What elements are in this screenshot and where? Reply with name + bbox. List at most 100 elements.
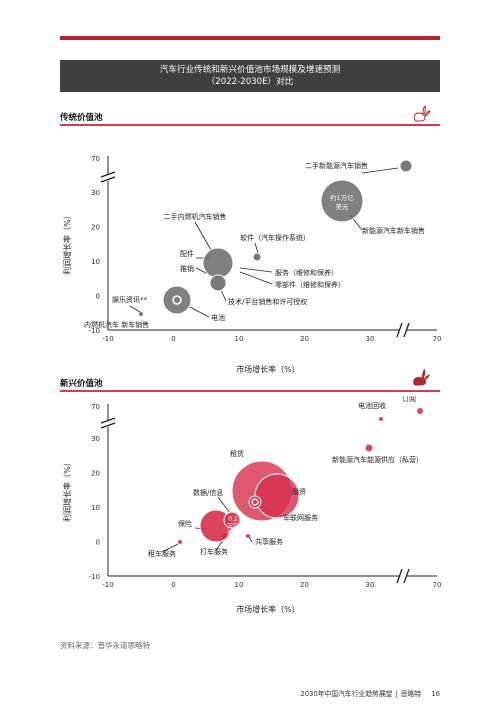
leader-line bbox=[220, 289, 227, 302]
x-tick-label: 10 bbox=[235, 335, 244, 343]
point-label: 新能源汽车新车销售 bbox=[362, 226, 425, 235]
bubble bbox=[162, 285, 192, 315]
bubble bbox=[364, 443, 374, 453]
section-title-traditional: 传统价值池 bbox=[60, 113, 103, 123]
rabbit-filled-icon bbox=[413, 369, 430, 386]
x-axis-label: 市场增长率（%） bbox=[236, 364, 300, 374]
point-label: 数据/信息 bbox=[193, 488, 223, 497]
x-tick-label: 10 bbox=[235, 581, 244, 589]
section-title-emerging: 新兴价值池 bbox=[60, 379, 103, 389]
y-axis-break-gap bbox=[102, 421, 114, 427]
chart-title-line2: （2022-2030E）对比 bbox=[206, 77, 294, 87]
y-tick-label: -10 bbox=[89, 327, 100, 335]
bubble bbox=[252, 252, 262, 262]
y-axis-label: 利润增长率（%） bbox=[62, 458, 72, 522]
leader-line bbox=[248, 536, 253, 543]
y-tick-label: 0 bbox=[96, 539, 100, 547]
point-label: 租车服务 bbox=[148, 549, 176, 558]
point-label: 订阅 bbox=[402, 396, 416, 403]
x-tick-label: 30 bbox=[366, 335, 375, 343]
top-accent-rule bbox=[60, 36, 440, 40]
leader-line bbox=[194, 221, 213, 253]
y-tick-label: 70 bbox=[91, 155, 100, 163]
emerging-value-pool-chart: -10 0 10 20 30 70 -10 0 10 20 30 70 市场增长率（%） 利润增长率（%）… bbox=[62, 396, 442, 614]
x-tick-label: -10 bbox=[102, 335, 113, 343]
bubble-size-annotation: 美元 bbox=[227, 529, 239, 537]
bubble bbox=[399, 159, 413, 173]
y-tick-label: 10 bbox=[91, 504, 100, 512]
traditional-value-pool-chart: -10 0 10 20 30 70 -10 0 10 20 30 70 市场增长率（%） 利润增长率（%）… bbox=[62, 155, 442, 374]
point-label: 推销 bbox=[180, 264, 194, 273]
x-axis-break-gap bbox=[400, 324, 406, 336]
y-axis-break-mark bbox=[100, 171, 116, 178]
bubble bbox=[202, 247, 234, 279]
point-label: 配件 bbox=[180, 249, 194, 258]
point-label: 租赁 bbox=[230, 449, 244, 458]
leader-line bbox=[217, 496, 231, 514]
bubble-size-annotation: 美元 bbox=[336, 202, 350, 211]
x-axis-break-mark bbox=[403, 568, 410, 584]
point-label: 打车服务 bbox=[200, 547, 228, 556]
x-tick-label: 20 bbox=[300, 335, 309, 343]
bubble bbox=[178, 540, 182, 544]
leader-line bbox=[161, 543, 179, 553]
y-tick-label: 30 bbox=[91, 435, 100, 443]
point-label: 电池回收 bbox=[358, 401, 386, 410]
y-axis-break-gap bbox=[102, 175, 114, 181]
y-axis-break-mark bbox=[100, 176, 116, 183]
source-note: 资料来源：普华永道思略特 bbox=[60, 641, 150, 650]
bubble bbox=[417, 408, 423, 414]
point-label: 车联网服务 bbox=[283, 513, 318, 522]
x-axis-break-gap bbox=[400, 570, 406, 582]
point-label: 融资 bbox=[292, 487, 306, 496]
x-tick-label: 70 bbox=[433, 335, 442, 343]
chart-title-line1: 汽车行业传统和新兴价值池市场规模及增速预测 bbox=[159, 65, 341, 75]
leader-line bbox=[239, 271, 273, 285]
leader-line bbox=[187, 305, 210, 318]
y-tick-label: 20 bbox=[91, 470, 100, 478]
leader-line bbox=[361, 167, 399, 174]
x-axis-label: 市场增长率（%） bbox=[236, 604, 300, 614]
y-tick-label: 0 bbox=[96, 293, 100, 301]
bubble bbox=[221, 533, 227, 539]
y-tick-label: 30 bbox=[91, 189, 100, 197]
bubble bbox=[209, 274, 227, 292]
section-rule-emerging bbox=[60, 390, 440, 392]
bubble bbox=[379, 417, 383, 421]
point-label: 零部件（维修和保养） bbox=[275, 280, 345, 289]
y-tick-label: -10 bbox=[89, 573, 100, 581]
point-label: 二手新能源汽车销售 bbox=[305, 161, 368, 170]
x-tick-label: -10 bbox=[102, 581, 113, 589]
x-axis-break-mark bbox=[403, 322, 410, 338]
x-axis-break-mark bbox=[396, 322, 403, 338]
bubble bbox=[320, 179, 364, 223]
point-label: 共享服务 bbox=[255, 537, 283, 546]
bubble-size-annotation: 约1万亿 bbox=[330, 193, 354, 202]
point-label: 保险 bbox=[178, 519, 192, 528]
leader-line bbox=[254, 242, 259, 254]
x-tick-label: 0 bbox=[171, 335, 175, 343]
y-tick-label: 70 bbox=[91, 403, 100, 411]
point-label: 软件（汽车操作系统） bbox=[240, 233, 310, 242]
page-number: 16 bbox=[431, 690, 440, 698]
chart-title-box: 汽车行业传统和新兴价值池市场规模及增速预测 （2022-2030E）对比 bbox=[60, 60, 440, 92]
point-label: 内燃机汽车 新车销售 bbox=[84, 320, 149, 329]
bubble bbox=[223, 511, 241, 529]
y-axis-label: 利润增长率（%） bbox=[62, 211, 72, 275]
page-footer: 2030年中国汽车行业趋势展望 | 思略特 16 bbox=[300, 690, 440, 698]
x-tick-label: 30 bbox=[366, 581, 375, 589]
y-axis-break-mark bbox=[100, 417, 116, 424]
point-label: 新能源汽车能源供应（私营） bbox=[332, 455, 423, 464]
y-axis-break-mark bbox=[100, 422, 116, 429]
bubble-ring bbox=[251, 498, 259, 506]
bubble bbox=[246, 534, 250, 538]
leader-line bbox=[239, 267, 273, 273]
x-tick-label: 70 bbox=[433, 581, 442, 589]
point-label: 娱乐资讯** bbox=[112, 295, 147, 304]
footer-text: 2030年中国汽车行业趋势展望 bbox=[300, 690, 393, 698]
bubble bbox=[139, 312, 143, 316]
rabbit-outline-icon bbox=[413, 105, 431, 122]
leader-line bbox=[129, 305, 141, 313]
point-label: 电池 bbox=[211, 313, 225, 322]
bubble-ring bbox=[172, 295, 182, 305]
